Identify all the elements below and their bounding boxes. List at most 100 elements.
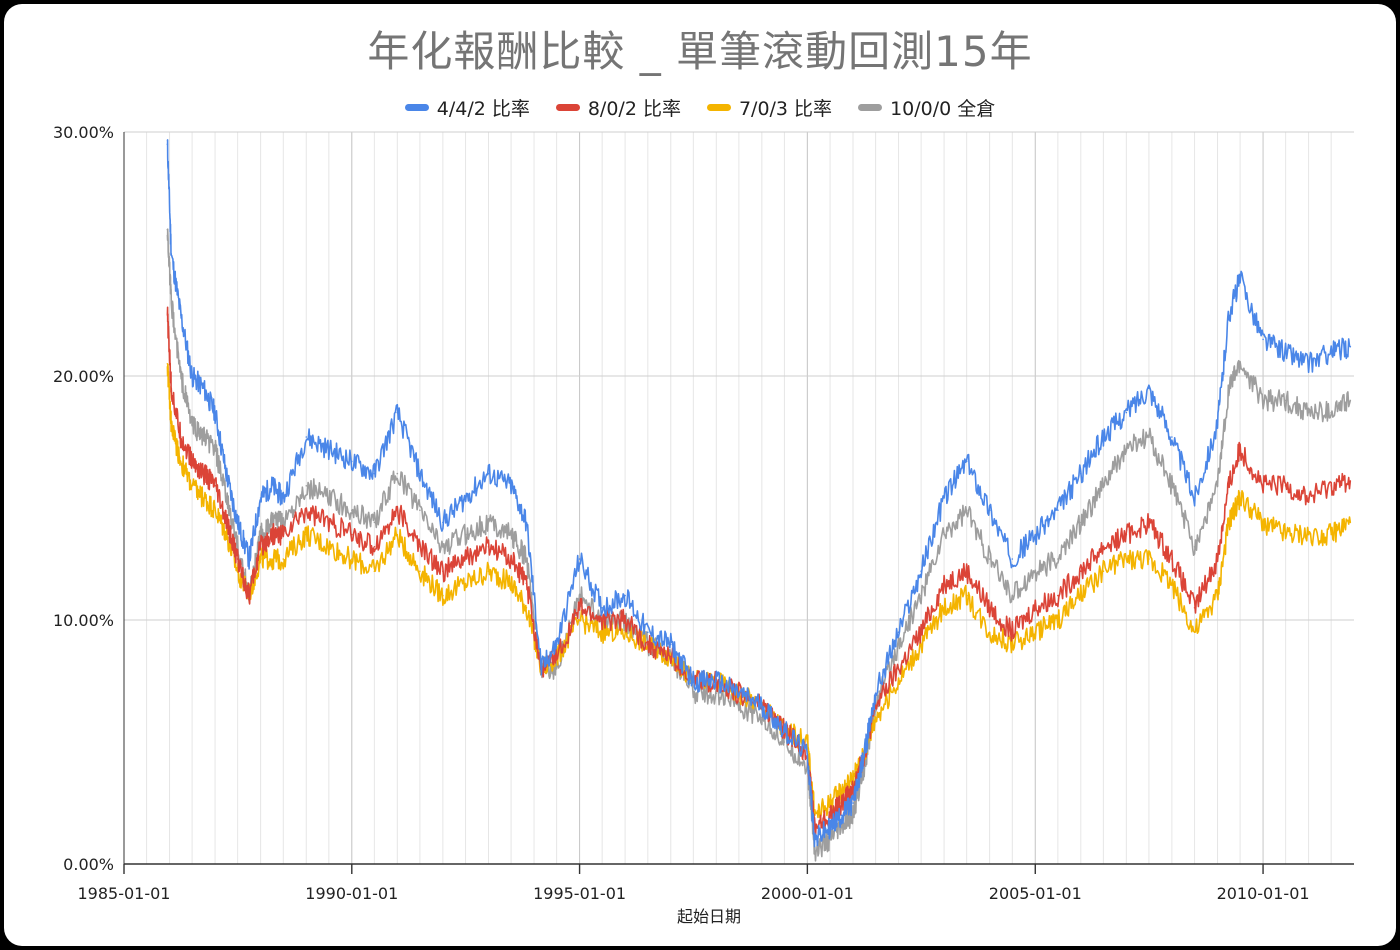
data-point: [1034, 570, 1037, 572]
data-point: [419, 570, 421, 572]
data-point: [1262, 399, 1264, 402]
data-point: [225, 472, 228, 475]
data-point: [419, 509, 421, 512]
data-point: [1284, 399, 1287, 402]
data-point: [1125, 448, 1128, 451]
data-point: [271, 485, 273, 487]
series-line: [166, 363, 1352, 819]
data-point: [525, 521, 528, 524]
data-point: [170, 253, 173, 255]
data-point: [1125, 558, 1128, 560]
data-point: [1262, 338, 1264, 341]
data-point: [1216, 594, 1219, 597]
data-point: [166, 314, 169, 316]
data-point: [624, 619, 626, 621]
data-point: [1171, 436, 1173, 438]
data-point: [282, 497, 285, 499]
data-point: [1193, 497, 1196, 499]
data-point: [248, 558, 250, 560]
data-point: [191, 460, 193, 463]
legend-label: 7/0/3 比率: [738, 98, 833, 120]
data-point: [166, 143, 169, 145]
data-point: [670, 643, 672, 646]
data-point: [1011, 558, 1014, 560]
data-point: [897, 668, 900, 670]
data-point: [351, 509, 353, 512]
data-point: [1307, 533, 1310, 536]
data-point: [373, 521, 376, 524]
data-point: [464, 497, 467, 499]
legend-label: 8/0/2 比率: [587, 98, 681, 120]
data-point: [1102, 436, 1105, 438]
data-point: [419, 472, 421, 475]
data-point: [1193, 607, 1196, 609]
data-point: [897, 631, 900, 633]
y-tick-label: 20.00%: [53, 367, 114, 386]
legend-swatch: [706, 104, 731, 111]
data-point: [487, 570, 490, 572]
data-point: [1193, 546, 1196, 548]
data-point: [814, 851, 816, 853]
data-point: [180, 314, 182, 316]
data-point: [555, 668, 558, 670]
data-point: [225, 521, 228, 524]
data-point: [525, 607, 528, 609]
legend-swatch: [555, 104, 580, 111]
legend-label: 4/4/2 比率: [436, 98, 530, 120]
y-tick-label: 30.00%: [53, 123, 114, 142]
data-point: [214, 485, 216, 487]
data-point: [525, 558, 528, 560]
data-point: [829, 826, 831, 829]
data-point: [1307, 497, 1310, 499]
data-point: [1349, 521, 1352, 524]
data-point: [202, 497, 205, 499]
data-point: [1330, 533, 1332, 536]
data-point: [1102, 546, 1105, 548]
data-point: [328, 546, 330, 548]
data-point: [305, 485, 308, 487]
data-point: [988, 607, 991, 609]
data-point: [1148, 558, 1150, 560]
data-point: [897, 643, 900, 646]
data-point: [351, 558, 353, 560]
data-point: [1034, 533, 1037, 536]
y-tick-label: 0.00%: [63, 855, 114, 874]
data-point: [1057, 509, 1059, 512]
data-point: [920, 570, 922, 572]
legend-swatch: [858, 104, 883, 111]
data-point: [1171, 485, 1173, 487]
data-point: [1284, 485, 1287, 487]
data-point: [1239, 363, 1241, 365]
data-point: [191, 375, 193, 377]
data-point: [761, 704, 763, 707]
data-point: [715, 692, 718, 694]
data-point: [305, 533, 308, 536]
data-point: [351, 460, 353, 463]
data-point: [1102, 570, 1105, 572]
data-point: [852, 790, 854, 792]
data-point: [601, 619, 603, 621]
data-point: [225, 533, 228, 536]
data-point: [170, 387, 173, 390]
data-point: [988, 558, 991, 560]
data-point: [1011, 594, 1014, 597]
legend-swatch: [404, 104, 429, 111]
data-point: [692, 692, 695, 694]
data-point: [487, 521, 490, 524]
data-point: [920, 594, 922, 597]
data-point: [180, 436, 182, 438]
data-point: [920, 631, 922, 633]
data-point: [442, 521, 444, 524]
data-point: [225, 497, 228, 499]
data-point: [328, 521, 330, 524]
data-point: [214, 509, 216, 512]
data-point: [1228, 314, 1230, 316]
data-point: [487, 472, 490, 475]
data-point: [601, 607, 603, 609]
data-point: [373, 570, 376, 572]
data-point: [863, 753, 865, 755]
data-point: [1011, 643, 1014, 646]
data-point: [814, 826, 816, 829]
data-point: [1125, 533, 1128, 536]
data-point: [1239, 448, 1241, 451]
